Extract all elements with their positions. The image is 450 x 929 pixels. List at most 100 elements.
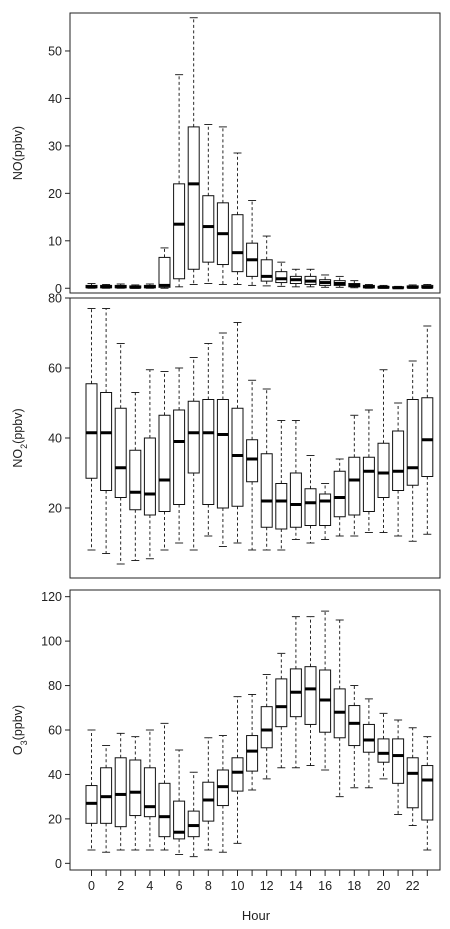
- y-tick-label: 10: [48, 234, 62, 248]
- box-hour-21: [392, 285, 405, 290]
- y-tick-label: 20: [48, 187, 62, 201]
- box-hour-6: [173, 749, 186, 855]
- iqr-box: [392, 738, 405, 784]
- box-hour-23: [421, 736, 434, 851]
- box-hour-16: [319, 483, 332, 540]
- x-tick-label: 20: [377, 879, 391, 893]
- box-hour-14: [289, 268, 302, 288]
- box-hour-2: [114, 732, 127, 851]
- y-tick-label: 40: [48, 92, 62, 106]
- box-hour-12: [260, 673, 273, 780]
- iqr-box: [143, 767, 156, 818]
- iqr-box: [202, 781, 215, 822]
- y-tick-label: 0: [55, 857, 62, 871]
- box-hour-3: [129, 392, 142, 561]
- iqr-box: [348, 705, 361, 747]
- y-tick-label: 20: [48, 812, 62, 826]
- iqr-box: [114, 407, 127, 498]
- iqr-box: [348, 456, 361, 516]
- box-hour-16: [319, 610, 332, 771]
- iqr-box: [319, 493, 332, 526]
- box-hour-12: [260, 388, 273, 551]
- x-tick-label: 4: [146, 879, 153, 893]
- box-hour-21: [392, 719, 405, 815]
- iqr-box: [173, 409, 186, 505]
- iqr-box: [362, 456, 375, 512]
- box-hour-21: [392, 402, 405, 537]
- box-hour-0: [85, 308, 98, 551]
- iqr-box: [362, 723, 375, 753]
- box-hour-20: [377, 712, 390, 780]
- iqr-box: [129, 449, 142, 511]
- box-hour-3: [129, 736, 142, 851]
- box-hour-5: [158, 371, 171, 551]
- y-tick-label: 50: [48, 44, 62, 58]
- iqr-box: [231, 407, 244, 507]
- box-hour-22: [406, 284, 419, 289]
- panel-frame: [69, 12, 441, 294]
- iqr-box: [406, 399, 419, 486]
- y-tick-label: 60: [48, 362, 62, 376]
- y-axis-label: NO(ppbv): [11, 126, 25, 180]
- iqr-box: [333, 470, 346, 518]
- box-hour-17: [333, 275, 346, 288]
- box-hour-11: [246, 200, 259, 286]
- x-tick-label: 6: [176, 879, 183, 893]
- iqr-box: [275, 271, 288, 284]
- iqr-box: [158, 414, 171, 512]
- iqr-box: [173, 183, 186, 280]
- panel-2: 20 40 60 80 NO2(ppbv): [11, 292, 441, 579]
- iqr-box: [231, 757, 244, 792]
- box-hour-22: [406, 360, 419, 542]
- box-hour-12: [260, 235, 273, 287]
- x-tick-label: 14: [289, 879, 303, 893]
- iqr-box: [275, 678, 288, 728]
- box-hour-9: [216, 126, 229, 285]
- box-hour-19: [362, 409, 375, 533]
- box-hour-18: [348, 685, 361, 789]
- box-hour-22: [406, 727, 419, 827]
- iqr-box: [216, 399, 229, 509]
- box-hour-17: [333, 619, 346, 798]
- y-axis-label: NO2(ppbv): [11, 408, 29, 467]
- iqr-box: [377, 442, 390, 498]
- box-hour-10: [231, 696, 244, 844]
- x-tick-label: 2: [117, 879, 124, 893]
- iqr-box: [202, 195, 215, 263]
- iqr-box: [275, 483, 288, 530]
- box-hour-5: [158, 247, 171, 289]
- box-hour-0: [85, 283, 98, 289]
- box-hour-4: [143, 729, 156, 851]
- box-hour-0: [85, 729, 98, 851]
- box-hour-4: [143, 283, 156, 289]
- box-hour-1: [100, 308, 113, 554]
- box-hour-8: [202, 343, 215, 537]
- iqr-box: [304, 666, 317, 725]
- iqr-box: [158, 256, 171, 288]
- box-hour-4: [143, 369, 156, 560]
- box-hour-8: [202, 737, 215, 851]
- panel-3: 0 20 40 60 80 100 120 O3(ppbv): [11, 589, 441, 871]
- box-hour-17: [333, 458, 346, 537]
- box-hour-1: [100, 745, 113, 853]
- box-hour-20: [377, 284, 390, 289]
- iqr-box: [289, 472, 302, 528]
- iqr-box: [85, 383, 98, 479]
- box-hour-14: [289, 420, 302, 540]
- box-hour-6: [173, 367, 186, 544]
- box-hour-13: [275, 261, 288, 287]
- box-hour-13: [275, 652, 288, 769]
- iqr-box: [246, 735, 259, 772]
- box-hour-10: [231, 322, 244, 544]
- y-tick-label: 30: [48, 139, 62, 153]
- iqr-box: [231, 214, 244, 273]
- y-tick-label: 80: [48, 679, 62, 693]
- box-hour-11: [246, 693, 259, 791]
- box-hour-23: [421, 325, 434, 535]
- box-hour-7: [187, 771, 200, 858]
- box-hour-3: [129, 284, 142, 289]
- box-hour-2: [114, 283, 127, 289]
- y-tick-label: 40: [48, 432, 62, 446]
- box-hour-16: [319, 274, 332, 288]
